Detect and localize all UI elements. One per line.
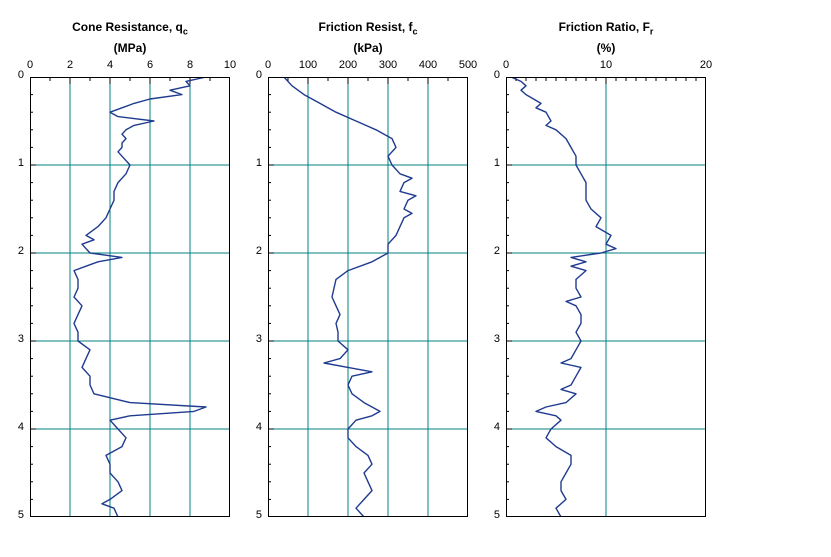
x-tick-label: 100 xyxy=(299,59,317,71)
chart-svg xyxy=(506,77,706,517)
chart-title: Friction Resist, fc xyxy=(318,20,417,37)
y-tick-label: 4 xyxy=(256,421,262,433)
y-tick-label: 3 xyxy=(494,333,500,345)
y-tick-label: 1 xyxy=(18,157,24,169)
x-tick-label: 20 xyxy=(700,59,712,71)
x-tick-label: 200 xyxy=(339,59,357,71)
x-tick-label: 8 xyxy=(187,59,193,71)
x-tick-label: 0 xyxy=(27,59,33,71)
x-tick-label: 10 xyxy=(224,59,236,71)
x-tick-label: 4 xyxy=(107,59,113,71)
x-tick-label: 500 xyxy=(459,59,477,71)
chart-fc: Friction Resist, fc(kPa)0100200300400500… xyxy=(268,20,468,517)
chart-units: (MPa) xyxy=(114,41,147,55)
chart-fr: Friction Ratio, Fr(%)01020012345 xyxy=(506,20,706,517)
x-tick-label: 2 xyxy=(67,59,73,71)
y-tick-label: 5 xyxy=(494,509,500,521)
plot-area: 01020012345 xyxy=(506,59,706,517)
chart-units: (kPa) xyxy=(353,41,382,55)
y-tick-label: 3 xyxy=(18,333,24,345)
chart-svg xyxy=(268,77,468,517)
y-tick-label: 2 xyxy=(494,245,500,257)
y-tick-label: 1 xyxy=(256,157,262,169)
charts-row: Cone Resistance, qc(MPa)0246810012345Fri… xyxy=(30,20,801,517)
chart-title: Friction Ratio, Fr xyxy=(559,20,654,37)
y-tick-label: 2 xyxy=(256,245,262,257)
y-tick-label: 5 xyxy=(18,509,24,521)
x-tick-label: 300 xyxy=(379,59,397,71)
y-tick-label: 5 xyxy=(256,509,262,521)
x-tick-label: 400 xyxy=(419,59,437,71)
x-tick-label: 0 xyxy=(503,59,509,71)
chart-qc: Cone Resistance, qc(MPa)0246810012345 xyxy=(30,20,230,517)
y-tick-label: 0 xyxy=(256,69,262,81)
x-tick-label: 0 xyxy=(265,59,271,71)
chart-units: (%) xyxy=(597,41,616,55)
x-tick-label: 10 xyxy=(600,59,612,71)
y-tick-label: 4 xyxy=(18,421,24,433)
y-tick-label: 0 xyxy=(494,69,500,81)
x-tick-label: 6 xyxy=(147,59,153,71)
plot-area: 0246810012345 xyxy=(30,59,230,517)
y-tick-label: 0 xyxy=(18,69,24,81)
chart-svg xyxy=(30,77,230,517)
y-tick-label: 2 xyxy=(18,245,24,257)
chart-title: Cone Resistance, qc xyxy=(72,20,188,37)
plot-area: 0100200300400500012345 xyxy=(268,59,468,517)
y-tick-label: 1 xyxy=(494,157,500,169)
y-tick-label: 4 xyxy=(494,421,500,433)
y-tick-label: 3 xyxy=(256,333,262,345)
